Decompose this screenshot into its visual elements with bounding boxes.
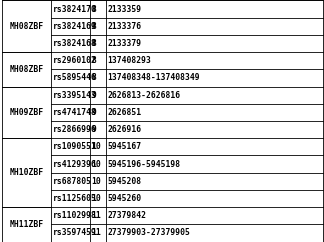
Text: 11: 11 [91, 211, 101, 220]
Text: MH08ZBF: MH08ZBF [9, 65, 44, 74]
Text: rs3824169: rs3824169 [53, 22, 97, 31]
Text: rs3395143: rs3395143 [53, 91, 97, 100]
Text: rs5895446: rs5895446 [53, 74, 97, 83]
Text: rs3597459: rs3597459 [53, 228, 97, 237]
Text: 5945167: 5945167 [108, 142, 142, 151]
Text: 27379903-27379905: 27379903-27379905 [108, 228, 191, 237]
Text: 10: 10 [91, 142, 101, 151]
Text: 10: 10 [91, 194, 101, 203]
Text: 8: 8 [91, 22, 96, 31]
Text: 10: 10 [91, 159, 101, 168]
Text: 2626813-2626816: 2626813-2626816 [108, 91, 180, 100]
Text: 9: 9 [91, 91, 96, 100]
Text: MH10ZBF: MH10ZBF [9, 168, 44, 177]
Text: rs3824170: rs3824170 [53, 5, 97, 14]
Text: 2133359: 2133359 [108, 5, 142, 14]
Text: MH11ZBF: MH11ZBF [9, 220, 44, 229]
Text: rs687805: rs687805 [53, 177, 92, 186]
Text: rs4741748: rs4741748 [53, 108, 97, 117]
Text: 2626851: 2626851 [108, 108, 142, 117]
Text: 2626916: 2626916 [108, 125, 142, 134]
Text: 8: 8 [91, 74, 96, 83]
Text: rs4129396: rs4129396 [53, 159, 97, 168]
Text: rs3824168: rs3824168 [53, 39, 97, 48]
Text: 27379842: 27379842 [108, 211, 146, 220]
Text: 137408348-137408349: 137408348-137408349 [108, 74, 200, 83]
Text: rs1102998: rs1102998 [53, 211, 97, 220]
Text: MH09ZBF: MH09ZBF [9, 108, 44, 117]
Text: 2133376: 2133376 [108, 22, 142, 31]
Text: MH08ZBF: MH08ZBF [9, 22, 44, 31]
Text: 5945260: 5945260 [108, 194, 142, 203]
Text: 5945208: 5945208 [108, 177, 142, 186]
Text: rs1125605: rs1125605 [53, 194, 97, 203]
Text: 9: 9 [91, 108, 96, 117]
Text: rs1090551: rs1090551 [53, 142, 97, 151]
Text: rs2960102: rs2960102 [53, 56, 97, 65]
Text: 137408293: 137408293 [108, 56, 151, 65]
Text: 2133379: 2133379 [108, 39, 142, 48]
Text: 10: 10 [91, 177, 101, 186]
Text: 8: 8 [91, 39, 96, 48]
Text: 9: 9 [91, 125, 96, 134]
Text: 11: 11 [91, 228, 101, 237]
Text: 8: 8 [91, 56, 96, 65]
Text: 5945196-5945198: 5945196-5945198 [108, 159, 180, 168]
Text: 8: 8 [91, 5, 96, 14]
Text: rs2866996: rs2866996 [53, 125, 97, 134]
